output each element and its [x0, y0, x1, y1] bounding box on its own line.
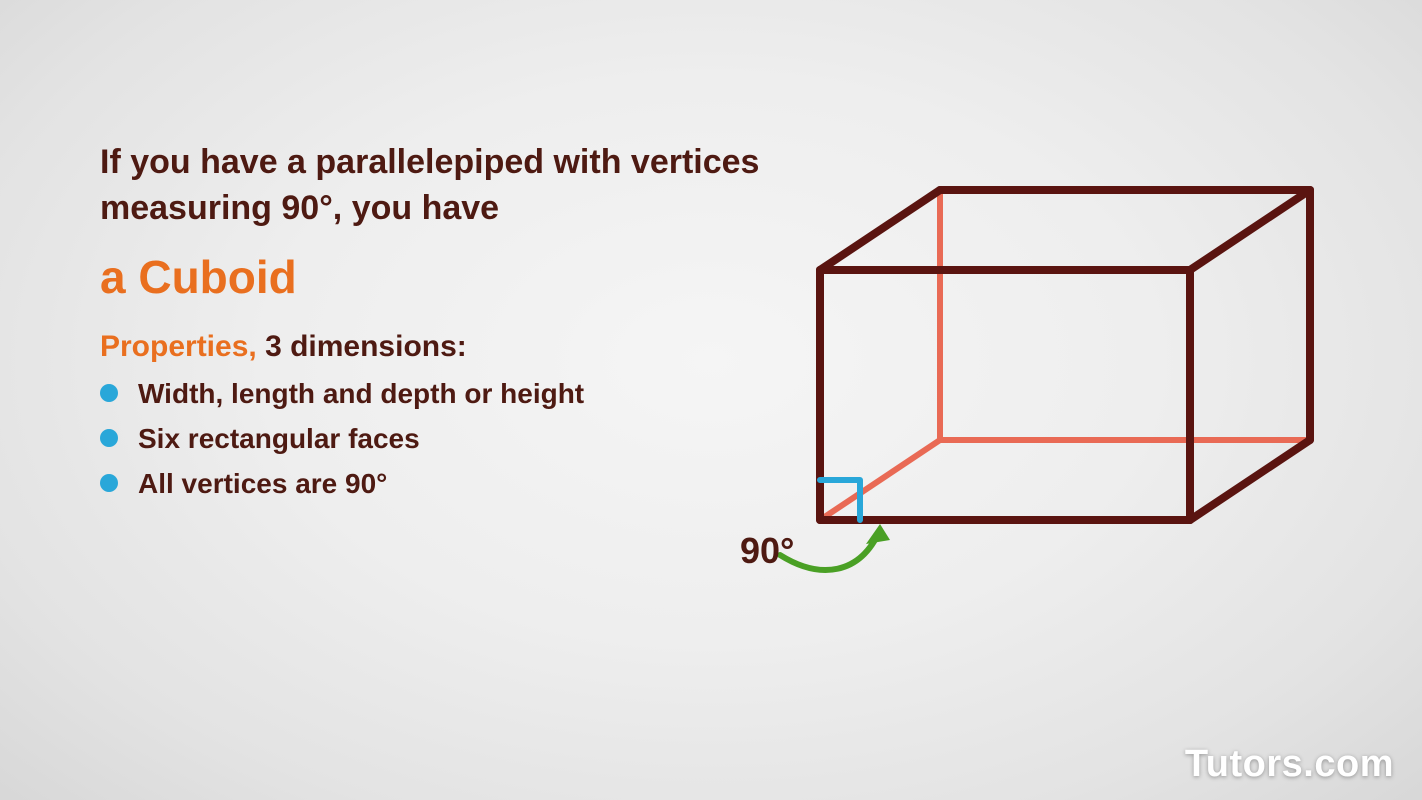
properties-label: Properties, — [100, 330, 257, 363]
properties-list: Width, length and depth or height Six re… — [100, 374, 780, 504]
slide-stage: If you have a parallelepiped with vertic… — [0, 0, 1422, 800]
list-item: All vertices are 90° — [100, 464, 780, 503]
text-column: If you have a parallelepiped with vertic… — [100, 140, 780, 503]
cuboid-svg — [760, 160, 1360, 580]
lead-sentence: If you have a parallelepiped with vertic… — [100, 140, 780, 232]
properties-rest: 3 dimensions: — [257, 330, 467, 363]
list-item: Six rectangular faces — [100, 419, 780, 458]
properties-heading: Properties, 3 dimensions: — [100, 330, 780, 364]
term-cuboid: a Cuboid — [100, 250, 780, 304]
list-item: Width, length and depth or height — [100, 374, 780, 413]
cuboid-diagram — [760, 160, 1360, 580]
angle-label: 90° — [740, 530, 794, 572]
watermark-logo: Tutors.com — [1185, 743, 1394, 786]
